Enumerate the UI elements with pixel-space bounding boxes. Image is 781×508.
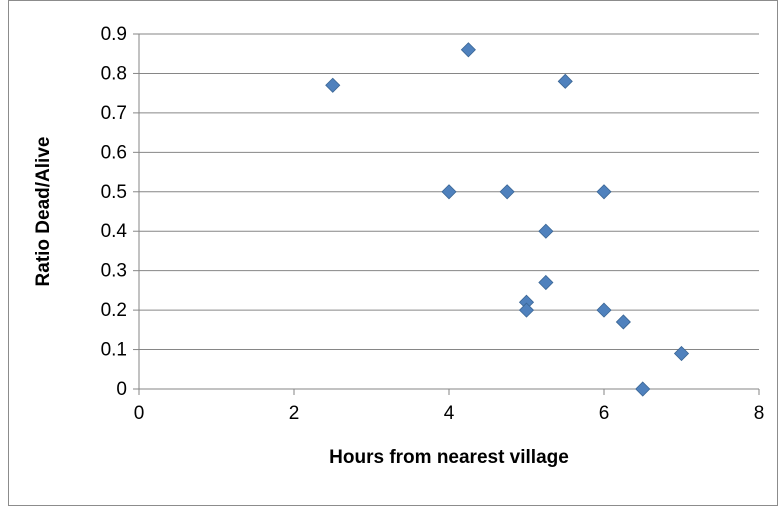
data-point [538, 223, 554, 239]
x-tick-label: 8 [754, 403, 765, 424]
y-tick-label: 0 [116, 379, 127, 400]
x-tick-label: 4 [444, 403, 455, 424]
y-tick-label: 0.8 [101, 63, 127, 84]
data-point [596, 302, 612, 318]
data-point [673, 345, 690, 362]
tick-labels: 0 0.1 0.2 0.3 0.4 0.5 0.6 0.7 0.8 0.9 0 2 4 6 8 [101, 24, 765, 424]
data-point [615, 314, 631, 330]
axes [133, 33, 760, 395]
data-points [325, 42, 690, 397]
data-point [596, 184, 612, 200]
data-point [538, 274, 554, 291]
x-tick-label: 0 [134, 403, 145, 424]
data-point [441, 184, 457, 200]
y-tick-label: 0.3 [101, 261, 127, 282]
y-tick-label: 0.4 [101, 221, 128, 242]
data-point [499, 184, 515, 200]
data-point [557, 73, 573, 89]
data-point [460, 42, 476, 58]
x-tick-label: 2 [289, 403, 300, 424]
x-axis-title: Hours from nearest village [329, 447, 569, 468]
y-tick-label: 0.1 [101, 340, 127, 361]
y-tick-label: 0.7 [101, 103, 127, 124]
y-tick-label: 0.9 [101, 24, 127, 45]
data-point [518, 302, 535, 318]
scatter-chart: 0 0.1 0.2 0.3 0.4 0.5 0.6 0.7 0.8 0.9 0 2 4 6 8 Hours … [33, 24, 765, 468]
data-point [325, 77, 341, 93]
data-point [635, 381, 651, 397]
y-tick-label: 0.2 [101, 300, 127, 321]
chart-frame: 0 0.1 0.2 0.3 0.4 0.5 0.6 0.7 0.8 0.9 0 2 4 6 8 Hours … [8, 0, 778, 506]
y-axis-title: Ratio Dead/Alive [33, 137, 54, 287]
y-tick-label: 0.5 [101, 182, 127, 203]
y-tick-label: 0.6 [101, 142, 127, 163]
x-tick-label: 6 [599, 403, 610, 424]
